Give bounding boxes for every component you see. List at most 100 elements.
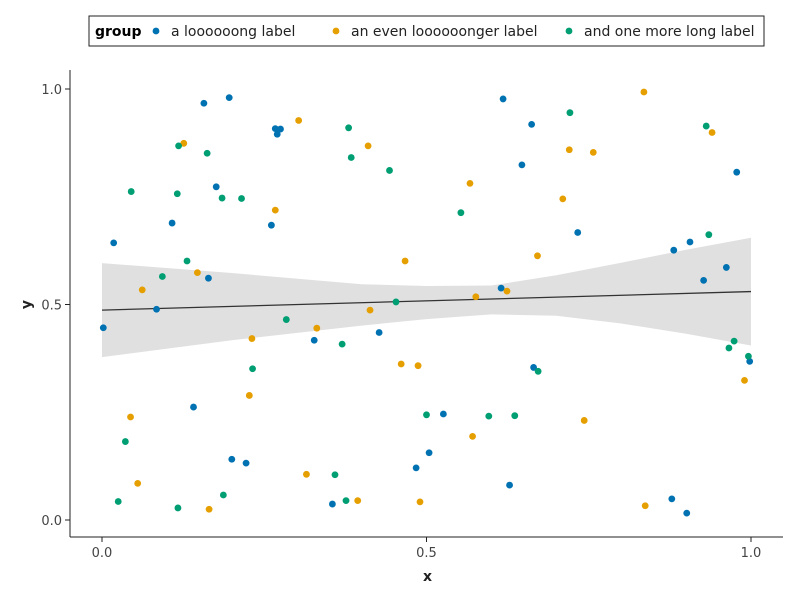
y-axis-ticks: 0.0 0.5 1.0	[41, 83, 70, 529]
data-point	[518, 161, 526, 169]
data-point	[472, 293, 480, 301]
confidence-band	[102, 237, 751, 358]
data-point	[127, 188, 135, 195]
data-point	[708, 129, 716, 136]
y-axis-title: y	[19, 300, 35, 309]
legend-items: a loooooong label an even loooooonger lab…	[152, 24, 755, 40]
data-point	[242, 459, 250, 467]
legend-marker	[332, 27, 340, 35]
data-point	[328, 500, 336, 508]
data-point	[469, 432, 476, 440]
data-point	[511, 412, 519, 420]
data-point	[342, 497, 350, 505]
data-point	[212, 183, 220, 191]
data-point	[205, 505, 213, 513]
data-point	[175, 142, 182, 150]
data-point	[733, 168, 741, 176]
data-point	[375, 329, 383, 336]
data-point	[345, 124, 353, 132]
data-point	[466, 179, 474, 187]
data-point	[200, 99, 208, 107]
data-point	[401, 257, 409, 265]
data-point	[670, 246, 678, 254]
data-point	[249, 365, 256, 373]
data-point	[534, 252, 541, 260]
data-point	[702, 122, 710, 130]
data-point	[354, 497, 362, 505]
legend: group a loooooong label an even loooooong…	[88, 15, 765, 47]
data-point	[338, 340, 346, 348]
data-point	[303, 470, 310, 478]
data-point	[138, 286, 146, 294]
data-points	[99, 88, 754, 517]
data-point	[277, 125, 284, 133]
y-tick-label: 0.0	[41, 514, 62, 529]
data-point	[238, 195, 245, 202]
data-point	[439, 410, 447, 418]
data-point	[153, 305, 160, 313]
data-point	[506, 481, 513, 489]
data-point	[730, 337, 738, 345]
legend-label: and one more long label	[584, 24, 755, 40]
data-point	[134, 479, 142, 487]
regression-line	[101, 290, 752, 311]
data-point	[566, 109, 574, 117]
data-point	[173, 190, 181, 198]
data-point	[205, 274, 212, 282]
data-point	[668, 495, 676, 503]
data-point	[295, 117, 303, 124]
x-axis-ticks: 0.0 0.5 1.0	[92, 537, 762, 561]
data-point	[640, 88, 648, 96]
data-point	[219, 491, 227, 499]
data-point	[416, 498, 424, 506]
plot-area	[99, 88, 754, 517]
data-point	[686, 238, 694, 246]
legend-marker	[565, 27, 573, 35]
legend-title: group	[95, 24, 142, 40]
data-point	[530, 364, 537, 371]
data-point	[683, 509, 691, 517]
data-point	[313, 324, 321, 332]
data-point	[203, 149, 211, 157]
data-point	[190, 403, 197, 411]
data-point	[397, 360, 405, 368]
data-point	[158, 273, 166, 280]
data-point	[580, 417, 588, 424]
data-point	[364, 142, 372, 150]
data-point	[565, 146, 573, 154]
data-point	[194, 269, 201, 277]
data-point	[589, 148, 597, 156]
x-tick-label: 0.0	[92, 546, 113, 561]
data-point	[423, 411, 430, 419]
y-tick-label: 1.0	[41, 83, 62, 98]
legend-label: a loooooong label	[171, 24, 295, 40]
y-tick-label: 0.5	[41, 299, 62, 314]
data-point	[127, 413, 134, 421]
data-point	[110, 239, 118, 247]
data-point	[425, 449, 433, 457]
data-point	[99, 324, 107, 332]
data-point	[485, 412, 493, 420]
data-point	[722, 264, 730, 271]
data-point	[228, 455, 236, 463]
data-point	[271, 206, 279, 214]
data-point	[386, 167, 393, 174]
data-point	[248, 335, 256, 342]
data-point	[218, 194, 226, 202]
data-point	[746, 357, 754, 365]
x-tick-label: 1.0	[741, 546, 762, 561]
data-point	[741, 376, 748, 384]
data-point	[267, 221, 275, 229]
data-point	[725, 344, 733, 352]
data-point	[528, 120, 536, 128]
data-point	[412, 464, 420, 472]
data-point	[745, 352, 752, 360]
data-point	[271, 125, 279, 133]
data-point	[183, 257, 191, 265]
data-point	[331, 471, 339, 479]
data-point	[168, 219, 176, 227]
data-point	[273, 130, 281, 138]
data-point	[225, 94, 233, 102]
data-point	[245, 392, 253, 399]
data-point	[392, 298, 400, 306]
